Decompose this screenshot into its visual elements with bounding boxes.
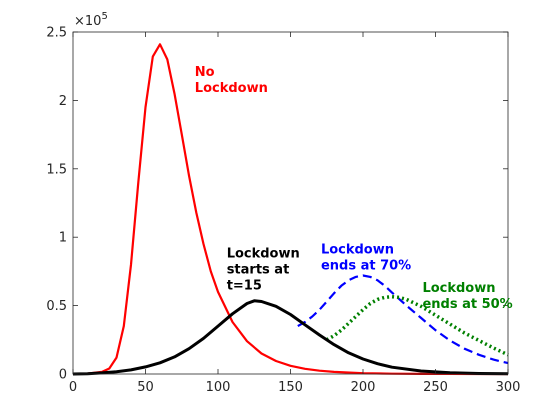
annotation-lockdown-starts-at-t-15: starts at bbox=[227, 263, 290, 278]
annotation-no-lockdown: No bbox=[195, 65, 215, 80]
annotation-lockdown-starts-at-t-15: t=15 bbox=[227, 279, 262, 294]
x-tick-label: 250 bbox=[423, 380, 448, 395]
series-line-lockdown-ends-at-50 bbox=[325, 294, 509, 357]
series-layer bbox=[72, 43, 509, 376]
annotation-lockdown-ends-at-70: ends at 70% bbox=[321, 259, 411, 274]
x-tick-label: 200 bbox=[351, 380, 376, 395]
plot-background bbox=[73, 32, 508, 374]
x-tick-label: 100 bbox=[206, 380, 231, 395]
annotation-lockdown-ends-at-50: ends at 50% bbox=[422, 297, 512, 312]
y-tick-label: 1 bbox=[59, 231, 67, 246]
y-tick-label: 1.5 bbox=[46, 162, 67, 177]
labels-layer: 0 50 100 150 200 250 300 0 0.5 1 1.5 2 2.5 bbox=[46, 26, 520, 396]
x-tick-label: 0 bbox=[69, 380, 77, 395]
y-tick-label: 0 bbox=[59, 368, 67, 383]
annotation-no-lockdown: Lockdown bbox=[195, 81, 268, 96]
annotation-lockdown-ends-at-50: Lockdown bbox=[422, 281, 495, 296]
y-exponent-label: ×105 bbox=[74, 11, 108, 29]
x-tick-label: 150 bbox=[278, 380, 303, 395]
x-tick-label: 300 bbox=[496, 380, 521, 395]
y-tick-label: 0.5 bbox=[46, 299, 67, 314]
series-line-lockdown-ends-at-70 bbox=[297, 274, 509, 365]
series-line-no-lockdown bbox=[72, 43, 508, 376]
annotation-lockdown-ends-at-70: Lockdown bbox=[321, 243, 394, 258]
y-tick-label: 2.5 bbox=[46, 26, 67, 41]
y-tick-label: 2 bbox=[59, 94, 67, 109]
annotation-lockdown-starts-at-t-15: Lockdown bbox=[227, 247, 300, 262]
ticks-layer bbox=[72, 31, 509, 375]
series-line-lockdown-starts-at-t-15 bbox=[72, 299, 509, 376]
x-tick-label: 50 bbox=[137, 380, 154, 395]
